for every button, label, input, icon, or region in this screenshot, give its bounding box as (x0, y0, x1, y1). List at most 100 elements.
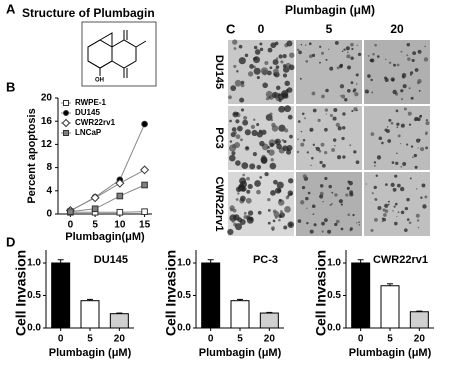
cell-speck (302, 174, 307, 179)
cell-speck (262, 82, 268, 89)
cell-speck (274, 138, 281, 145)
cell-speck (240, 83, 245, 88)
cell-speck (231, 127, 237, 132)
cell-speck (260, 67, 269, 75)
cell-speck (369, 58, 373, 62)
series-line (70, 184, 145, 213)
cell-speck (297, 219, 302, 223)
cell-speck (391, 161, 395, 164)
marker (116, 208, 124, 216)
cell-speck (287, 194, 290, 198)
cell-speck (333, 108, 338, 113)
cell-speck (408, 87, 411, 90)
cell-speck (324, 176, 328, 181)
cell-speck (282, 54, 287, 59)
cell-speck (367, 74, 371, 78)
cell-speck (422, 204, 427, 209)
cell-speck (230, 132, 236, 138)
cell-speck (376, 55, 380, 58)
cell-speck (233, 47, 237, 50)
cell-speck (267, 208, 271, 212)
cell-speck (408, 221, 412, 224)
cell-speck (371, 192, 374, 195)
cell-speck (399, 143, 402, 145)
marker (63, 130, 69, 136)
marker (63, 110, 69, 116)
y-axis-label: Cell Invasion (163, 250, 179, 336)
cell-speck (278, 218, 281, 222)
cell-speck (310, 164, 312, 167)
cell-speck (395, 161, 399, 165)
marker (61, 118, 71, 128)
cell-speck (414, 116, 419, 121)
cell-speck (284, 105, 291, 113)
y-tick-label: 0.5 (27, 290, 41, 301)
cell-speck (367, 54, 370, 57)
cell-speck (325, 88, 329, 93)
cell-speck (306, 207, 308, 210)
cell-speck (375, 174, 378, 177)
cell-speck (414, 165, 418, 169)
cell-speck (418, 89, 421, 92)
cell-speck (264, 61, 269, 66)
cell-speck (390, 182, 395, 187)
cell-speck (374, 197, 378, 201)
cell-speck (282, 145, 289, 151)
cell-speck (411, 58, 415, 63)
cell-speck (374, 218, 378, 222)
cell-speck (327, 229, 332, 234)
x-tick-label: 0 (208, 334, 214, 345)
cell-speck (354, 92, 359, 97)
cell-speck (325, 58, 328, 61)
panel-letter: D (6, 234, 15, 249)
cell-speck (386, 126, 389, 128)
cell-speck (417, 147, 419, 149)
cell-speck (240, 80, 245, 85)
cell-speck (400, 97, 404, 101)
cell-speck (420, 196, 423, 199)
cell-speck (336, 66, 340, 70)
cell-speck (319, 45, 322, 48)
x-tick-label: 10 (114, 220, 126, 231)
cell-speck (373, 185, 377, 190)
cell-speck (268, 149, 275, 156)
cell-speck (403, 74, 407, 78)
cell-speck (351, 47, 354, 51)
cell-speck (424, 195, 428, 199)
cell-speck (281, 139, 285, 142)
panel-letter: A (6, 1, 16, 16)
x-tick-label: 5 (92, 220, 98, 231)
cell-speck (312, 108, 317, 113)
cell-speck (244, 53, 249, 58)
cell-speck (312, 213, 315, 216)
x-tick-label: 5 (387, 334, 393, 345)
cell-speck (358, 224, 360, 226)
cell-speck (348, 180, 353, 186)
row-label: PC3 (213, 127, 225, 148)
marker (141, 208, 148, 215)
cell-speck (302, 138, 306, 142)
cell-speck (301, 112, 305, 116)
cell-speck (235, 160, 241, 166)
marker (90, 193, 100, 203)
cell-speck (396, 122, 400, 126)
cell-speck (287, 190, 294, 196)
cell-speck (256, 131, 263, 138)
cell-speck (393, 63, 396, 67)
cell-speck (351, 110, 354, 113)
y-tick-label: 20 (41, 93, 53, 104)
cell-speck (329, 66, 334, 71)
y-tick-label: 1.0 (27, 258, 41, 269)
cell-speck (272, 209, 277, 214)
cell-speck (341, 94, 346, 99)
panel-letter: B (6, 79, 15, 94)
cell-speck (350, 81, 354, 85)
cell-speck (319, 194, 324, 199)
cell-speck (349, 144, 352, 146)
row-label: CWR22rv1 (213, 176, 225, 231)
cell-speck (417, 226, 420, 229)
cell-speck (231, 151, 236, 156)
cell-speck (410, 96, 414, 100)
column-label: 0 (258, 22, 265, 36)
cell-speck (345, 46, 350, 51)
